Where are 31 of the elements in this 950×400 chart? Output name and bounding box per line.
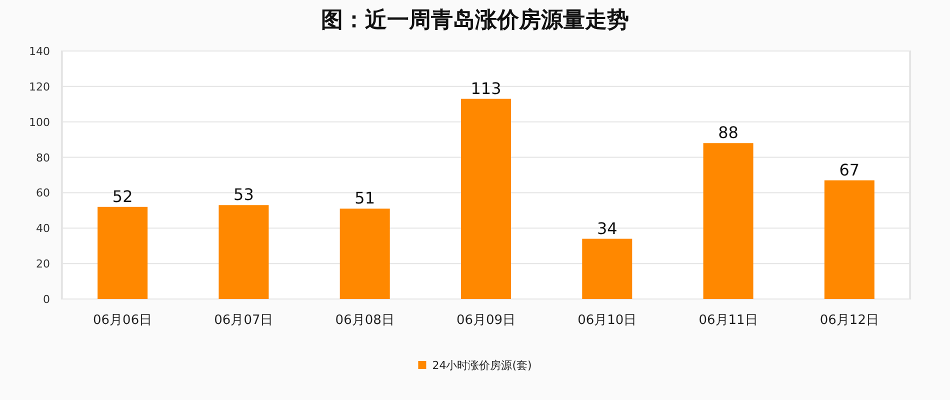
bar (340, 208, 390, 299)
y-tick-label: 120 (29, 80, 50, 94)
data-label: 53 (234, 185, 254, 204)
y-tick-label: 40 (36, 222, 50, 236)
y-tick-label: 100 (29, 116, 50, 129)
legend-label: 24小时涨价房源(套) (432, 359, 532, 372)
bar (461, 98, 511, 299)
x-tick-label: 06月12日 (820, 313, 879, 328)
bar (582, 238, 632, 299)
y-tick-label: 60 (36, 186, 50, 200)
bar (98, 206, 148, 299)
x-tick-label: 06月09日 (456, 313, 516, 328)
data-label: 67 (839, 160, 860, 180)
x-tick-label: 06月07日 (214, 313, 274, 328)
x-tick-label: 06月08日 (335, 313, 394, 328)
data-label: 34 (596, 218, 618, 238)
y-tick-label: 0 (43, 293, 50, 306)
data-label: 88 (718, 123, 738, 142)
data-label: 51 (354, 188, 376, 208)
x-tick-label: 06月10日 (578, 313, 637, 328)
x-tick-label: 06月11日 (698, 313, 758, 328)
y-tick-label: 20 (36, 258, 50, 271)
data-label: 113 (470, 78, 502, 98)
bar (824, 180, 874, 299)
chart-title: 图：近一周青岛涨价房源量走势 (321, 7, 629, 33)
data-label: 52 (112, 186, 133, 206)
y-tick-label: 140 (29, 45, 50, 58)
x-tick-label: 06月06日 (93, 313, 152, 328)
y-tick-label: 80 (36, 151, 50, 164)
bar (703, 143, 754, 299)
bar (218, 205, 269, 299)
